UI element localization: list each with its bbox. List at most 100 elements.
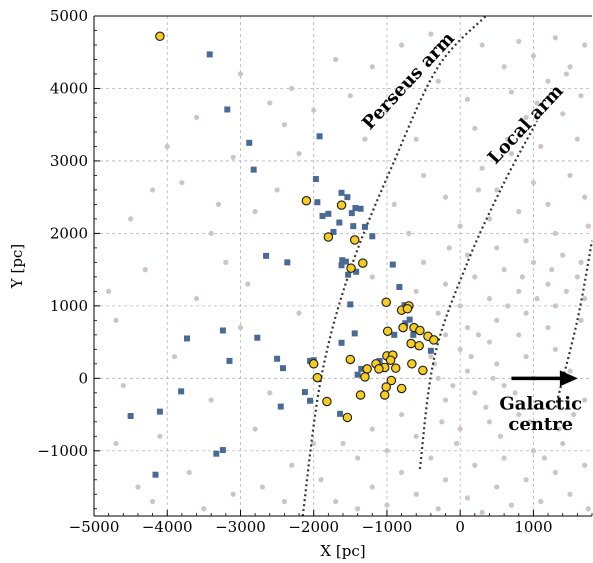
y-tick-label: 3000 [50, 152, 88, 170]
background-point [516, 38, 522, 44]
background-point [340, 440, 346, 447]
background-point [523, 353, 529, 360]
square-point [178, 388, 185, 395]
background-point [333, 56, 339, 63]
background-point [186, 469, 192, 476]
square-point [152, 471, 159, 478]
square-point [330, 228, 337, 235]
square-point [358, 365, 365, 372]
background-point [431, 361, 438, 367]
square-point [314, 199, 321, 206]
circle-point [379, 390, 390, 400]
circle-point [336, 200, 347, 210]
circle-point [346, 263, 356, 273]
circle-point [429, 335, 439, 345]
square-point [389, 261, 396, 268]
background-point [475, 332, 482, 338]
circle-point [360, 372, 370, 382]
background-point [311, 107, 317, 113]
background-point [193, 114, 200, 121]
background-point [208, 230, 214, 236]
background-point [281, 122, 288, 128]
square-point [307, 397, 314, 404]
arm-curve [554, 240, 593, 408]
background-point [457, 223, 463, 229]
background-point [494, 484, 500, 490]
annotation-label: Local arm [484, 81, 568, 169]
x-tick-label: −1000 [362, 518, 413, 536]
spiral-arm-curves [301, 15, 593, 517]
square-point [336, 219, 343, 226]
background-point [508, 89, 515, 95]
square-point [351, 330, 358, 337]
circle-point [362, 364, 372, 374]
background-point [552, 35, 558, 41]
background-point [560, 252, 566, 258]
square-point [224, 106, 231, 113]
y-tick-label: 0 [78, 369, 88, 387]
square-point [284, 259, 291, 266]
background-point [464, 368, 471, 374]
background-point [289, 85, 295, 92]
square-point [206, 51, 213, 58]
background-point [281, 498, 288, 505]
background-point [384, 448, 390, 454]
background-points [106, 31, 591, 515]
background-point [523, 238, 529, 244]
y-axis-label: Y [pc] [8, 244, 26, 289]
circle-point [402, 304, 413, 314]
background-point [556, 426, 562, 432]
background-point [113, 440, 119, 447]
circle-point [385, 355, 396, 365]
background-point [516, 411, 522, 418]
background-point [563, 71, 569, 77]
annotation-label: Perseus arm [358, 28, 459, 134]
background-point [527, 419, 533, 425]
circle-point [322, 396, 332, 407]
background-point [472, 274, 478, 280]
background-point [560, 111, 566, 117]
background-point [406, 230, 412, 236]
square-point [338, 262, 345, 269]
background-point [497, 433, 504, 439]
background-point [230, 491, 236, 497]
background-point [549, 267, 555, 273]
background-point [479, 165, 485, 171]
arm-curve [301, 15, 487, 517]
square-point [342, 258, 349, 265]
x-tick-label: 1000 [514, 518, 552, 536]
square-point [246, 139, 253, 146]
background-point [472, 125, 478, 131]
background-point [442, 332, 449, 338]
circle-point [308, 359, 319, 369]
circle-point [381, 297, 391, 307]
grid [93, 15, 592, 516]
background-point [362, 136, 368, 142]
background-point [475, 187, 482, 193]
annotation-label: centre [508, 414, 573, 435]
square-point [213, 450, 220, 457]
square-point [156, 408, 163, 415]
background-point [245, 281, 251, 287]
axis-ticks: −5000 −4000 −3000 −2000 −1000 0 1000 −1000 0 1000… [37, 7, 593, 536]
square-point [338, 339, 345, 346]
circle-point [386, 375, 397, 386]
background-point [501, 382, 507, 389]
background-point [567, 368, 573, 374]
background-point [534, 296, 540, 302]
background-point [252, 209, 258, 215]
square-point [427, 347, 434, 354]
square-markers [127, 51, 434, 478]
background-point [398, 411, 405, 418]
square-point [369, 233, 376, 240]
background-point [571, 411, 577, 418]
background-point [439, 419, 445, 425]
background-point [369, 64, 375, 70]
background-point [494, 361, 500, 367]
y-tick-label: 4000 [50, 79, 88, 97]
circle-point [415, 325, 425, 336]
background-point [486, 216, 493, 222]
square-point [396, 284, 403, 291]
background-point [442, 397, 449, 403]
